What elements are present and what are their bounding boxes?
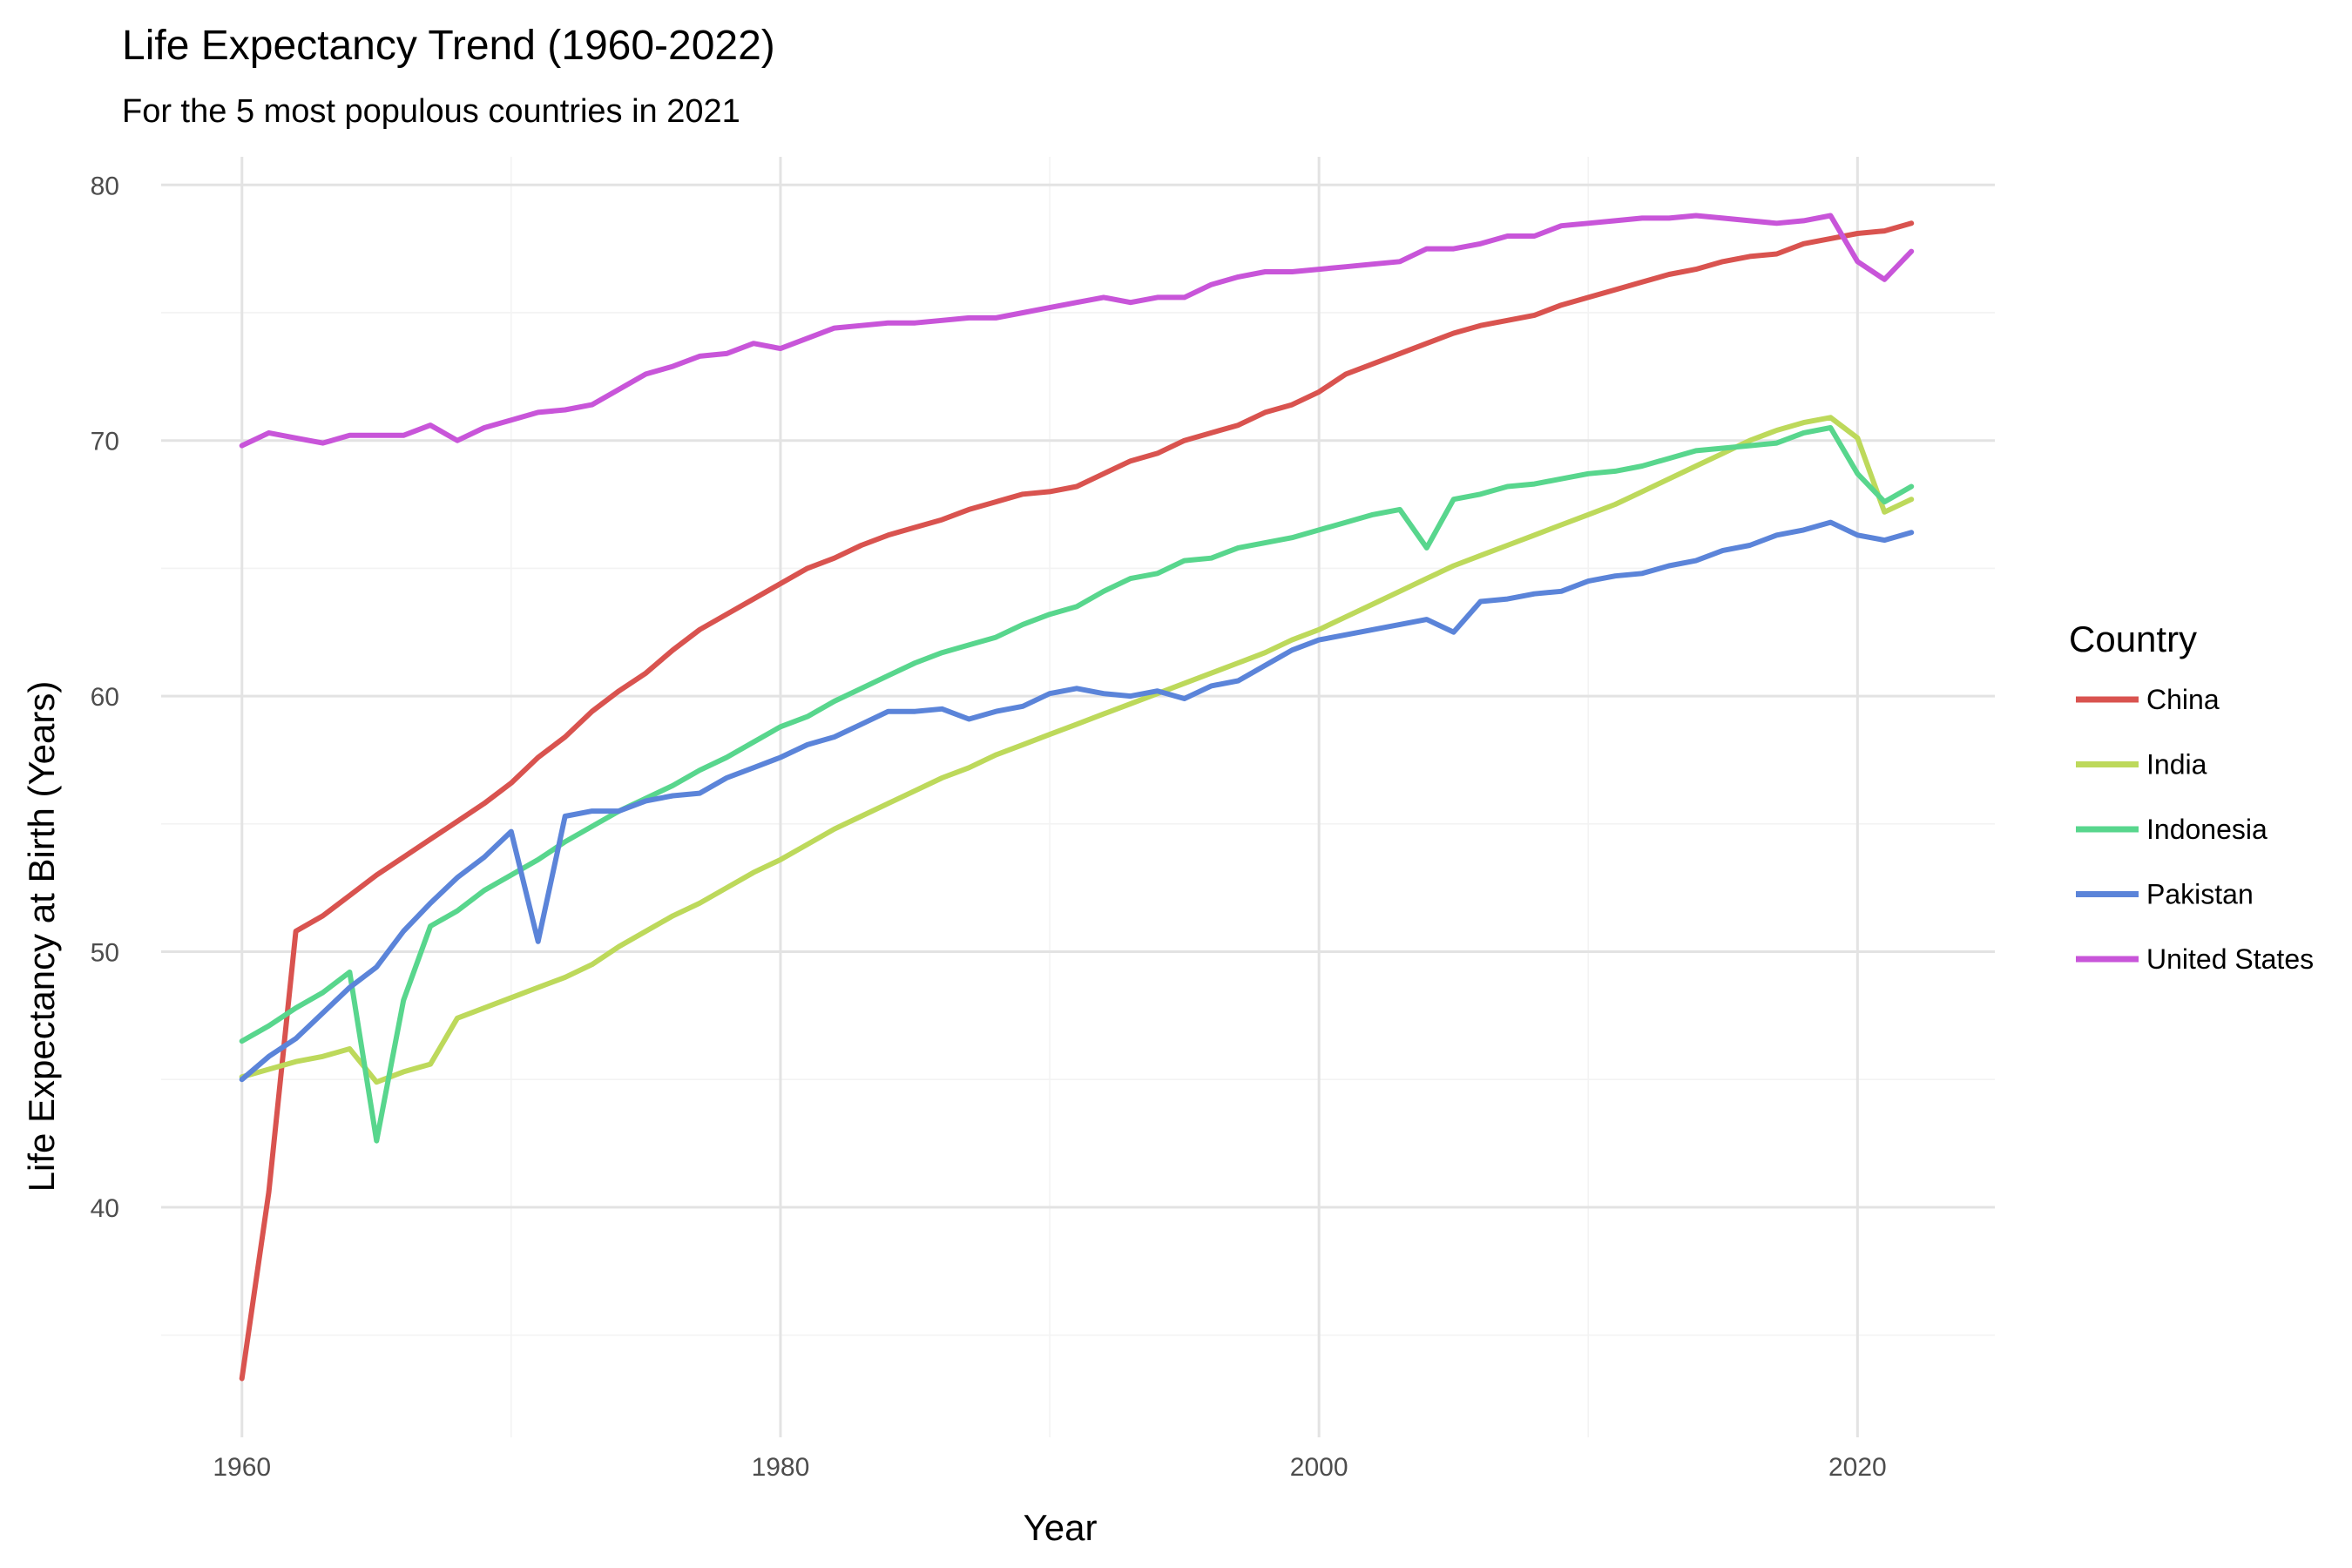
chart-subtitle: For the 5 most populous countries in 202… [122, 93, 740, 130]
legend-label: United States [2146, 943, 2314, 975]
legend-label: Indonesia [2146, 814, 2268, 845]
y-tick-label: 40 [91, 1194, 119, 1223]
x-tick-label: 1960 [213, 1453, 271, 1482]
tick-labels: 1960 1980 2000 2020 40 50 60 70 80 [91, 172, 1887, 1482]
legend-label: Pakistan [2146, 879, 2254, 910]
y-tick-label: 50 [91, 939, 119, 968]
y-tick-label: 70 [91, 428, 119, 456]
chart-title: Life Expectancy Trend (1960-2022) [122, 23, 775, 69]
y-tick-label: 80 [91, 172, 119, 200]
y-axis-title: Life Expectancy at Birth (Years) [21, 681, 62, 1193]
y-tick-label: 60 [91, 683, 119, 712]
legend: Country China India Indonesia Pakistan Unite… [2069, 618, 2314, 975]
legend-label: India [2146, 749, 2207, 781]
legend-item-china: China [2076, 684, 2220, 715]
legend-item-india: India [2076, 749, 2207, 781]
series-line-united-states [239, 213, 1915, 449]
series-lines [239, 213, 1915, 1382]
x-tick-label: 2020 [1828, 1453, 1887, 1482]
grid-lines [161, 157, 1995, 1437]
legend-item-united-states: United States [2076, 943, 2314, 975]
series-line-india [239, 415, 1915, 1085]
legend-item-indonesia: Indonesia [2076, 814, 2268, 845]
legend-label: China [2146, 684, 2220, 715]
x-tick-label: 2000 [1290, 1453, 1348, 1482]
x-axis-title: Year [1024, 1507, 1098, 1548]
legend-title: Country [2069, 618, 2197, 659]
legend-items: China India Indonesia Pakistan United States [2076, 684, 2314, 975]
series-line-china [239, 220, 1915, 1382]
legend-item-pakistan: Pakistan [2076, 879, 2254, 910]
x-tick-label: 1980 [752, 1453, 810, 1482]
series-line-pakistan [239, 519, 1915, 1083]
